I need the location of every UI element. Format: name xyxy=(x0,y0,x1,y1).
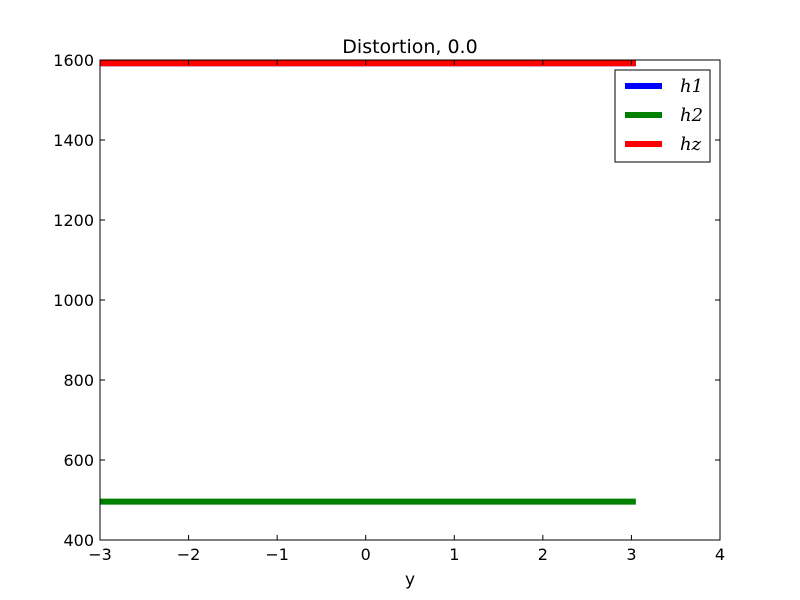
x-tick-label: 0 xyxy=(361,545,371,564)
y-tick-label: 600 xyxy=(63,451,94,470)
y-tick-label: 400 xyxy=(63,531,94,550)
legend-label-hz: hz xyxy=(680,134,702,155)
x-tick-label: 4 xyxy=(715,545,725,564)
y-tick-label: 1400 xyxy=(53,131,94,150)
x-tick-label: 1 xyxy=(449,545,459,564)
y-tick-label: 1600 xyxy=(53,51,94,70)
y-tick-label: 800 xyxy=(63,371,94,390)
y-tick-label: 1000 xyxy=(53,291,94,310)
x-tick-label: 3 xyxy=(626,545,636,564)
x-axis-label: y xyxy=(405,570,415,590)
x-tick-label: 2 xyxy=(538,545,548,564)
legend-label-h1: h1 xyxy=(680,76,703,97)
x-tick-label: −1 xyxy=(265,545,289,564)
legend: h1 h2 hz xyxy=(614,69,711,163)
series-layer xyxy=(100,60,636,505)
chart-title: Distortion, 0.0 xyxy=(342,36,477,58)
ticks-layer: −3 −2 −1 0 1 2 3 4 400 600 800 1000 1200 1400 1600 xyxy=(53,51,725,564)
legend-label-h2: h2 xyxy=(680,105,703,126)
x-tick-label: −2 xyxy=(177,545,201,564)
x-tick-label: −3 xyxy=(88,545,112,564)
y-tick-label: 1200 xyxy=(53,211,94,230)
